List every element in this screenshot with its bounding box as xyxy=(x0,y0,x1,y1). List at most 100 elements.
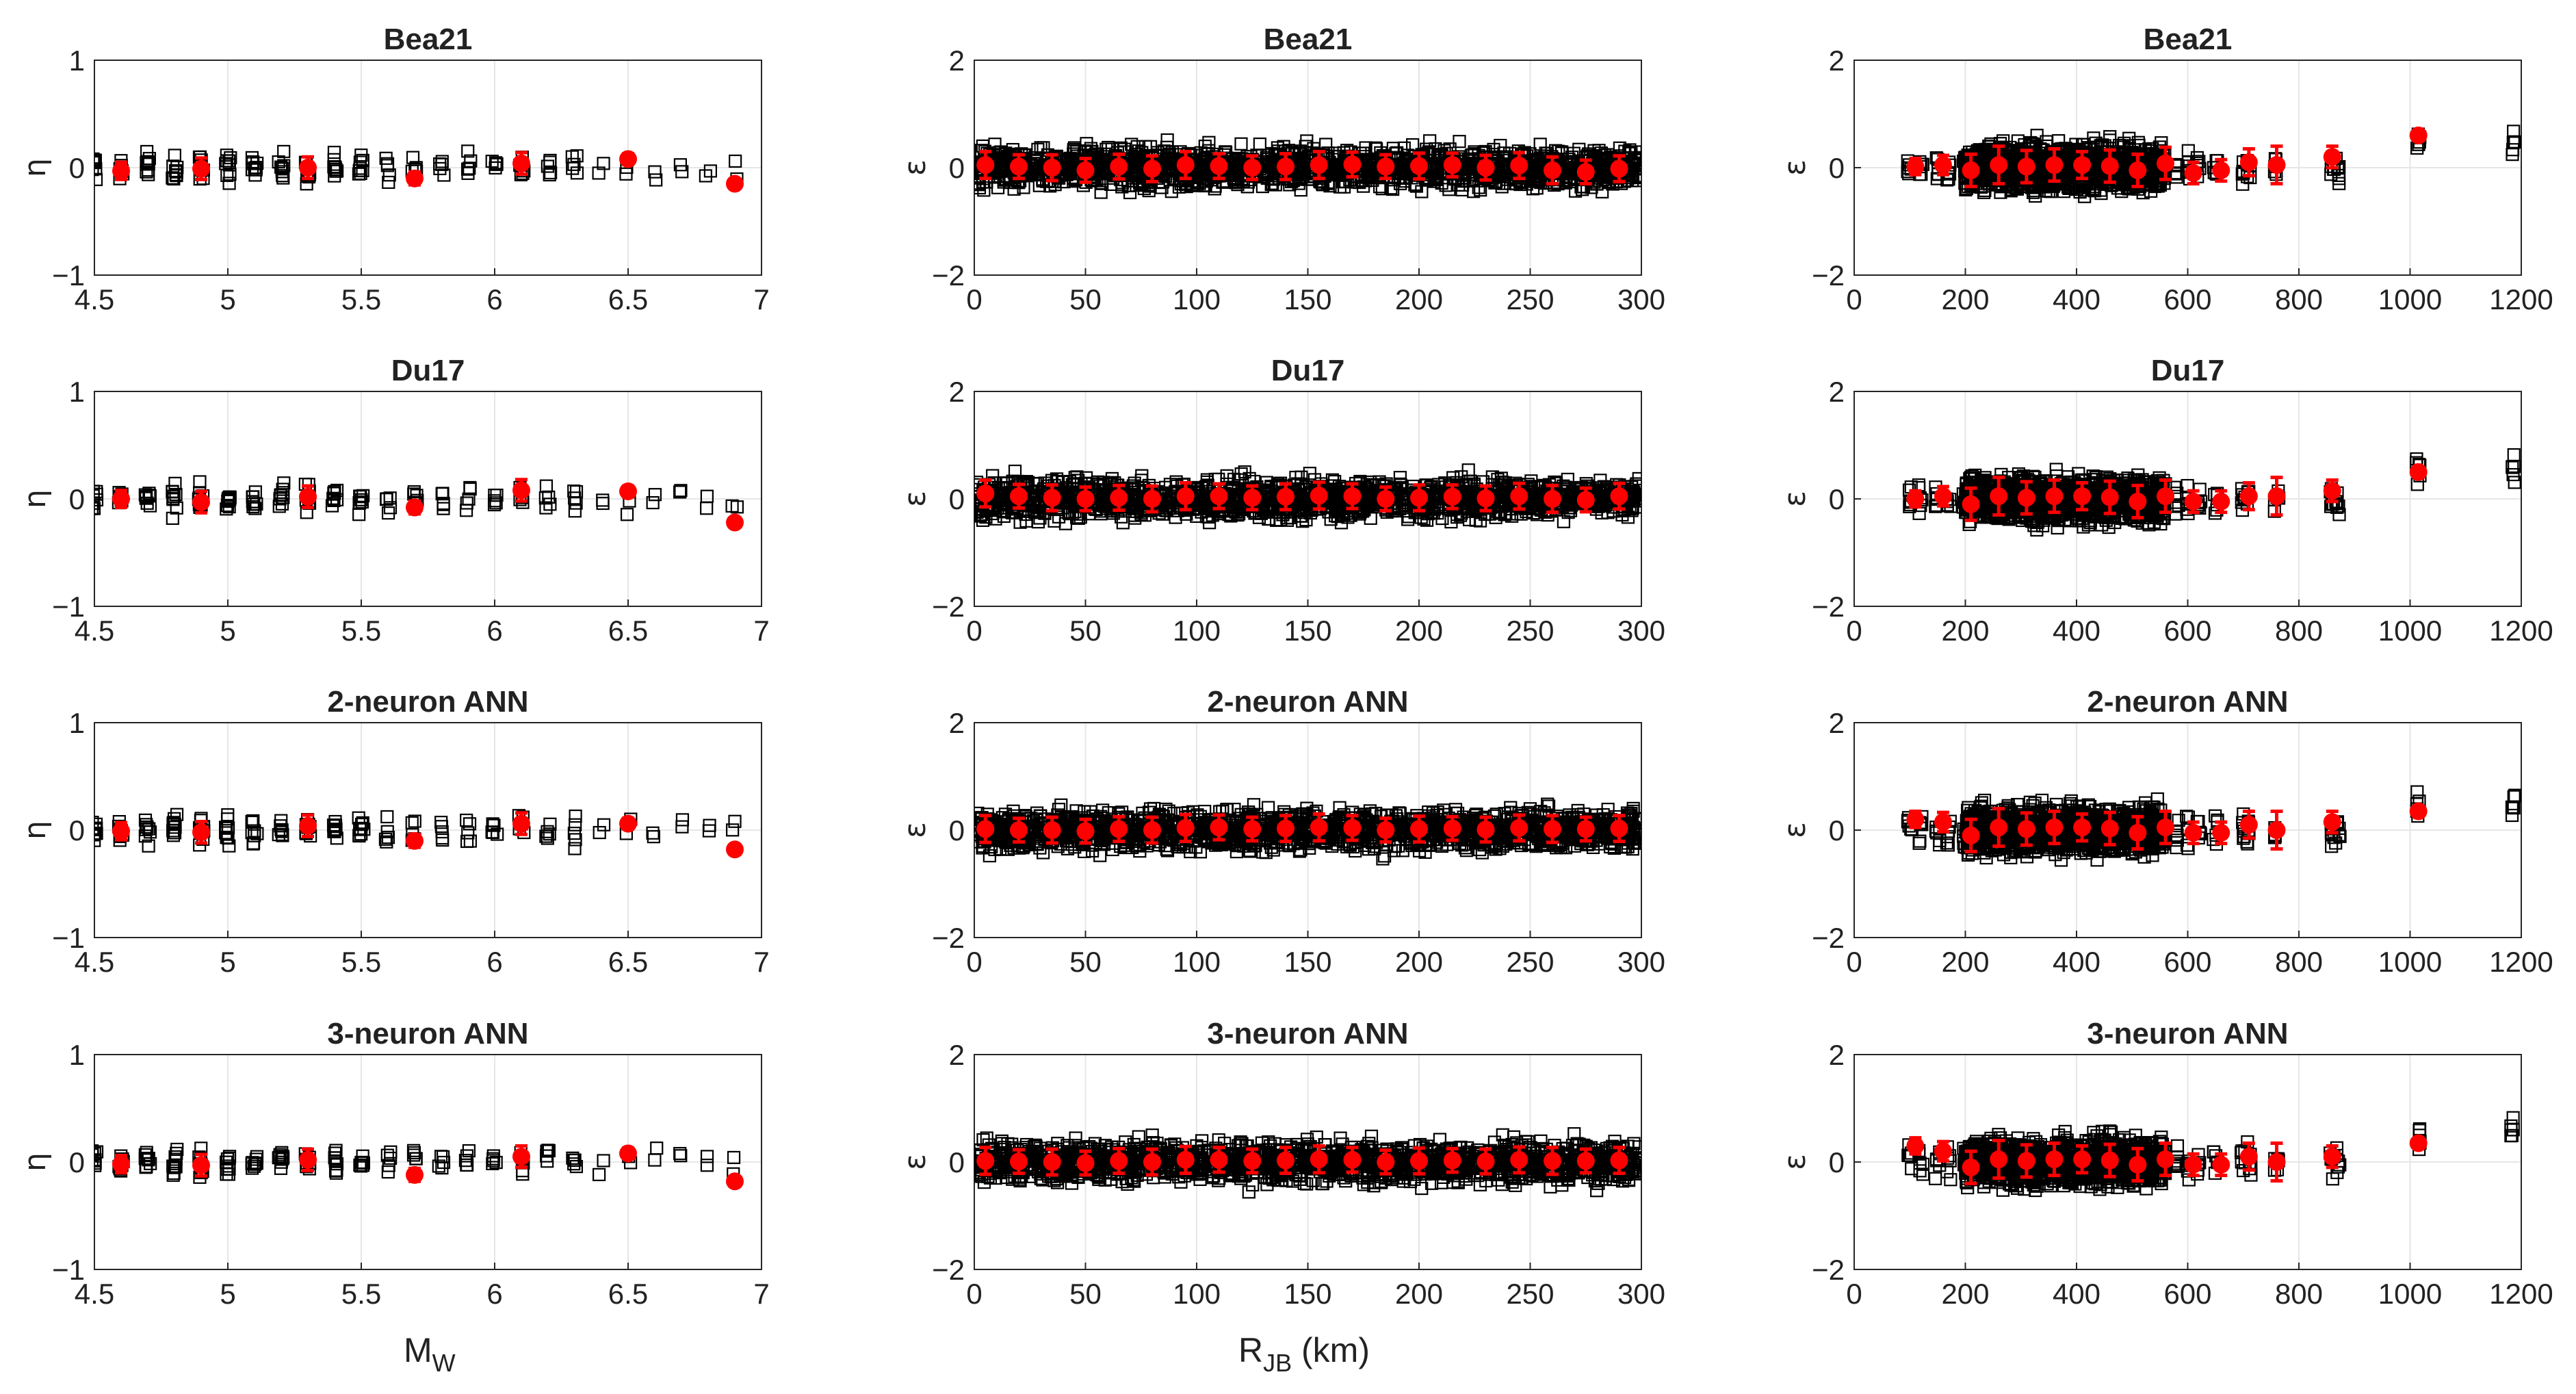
y-tick-label: 0 xyxy=(949,483,965,515)
residual-point xyxy=(567,157,581,171)
y-tick-label: −2 xyxy=(932,591,965,623)
y-axis-label: ε xyxy=(898,159,933,176)
x-tick-label: 100 xyxy=(1173,615,1221,647)
residual-point xyxy=(1497,146,1511,160)
x-tick-label: 4.5 xyxy=(75,283,114,315)
residual-point xyxy=(222,177,236,190)
residual-point xyxy=(406,151,420,164)
x-tick-label: 1200 xyxy=(2489,283,2553,315)
residual-point xyxy=(326,491,340,505)
residual-point xyxy=(673,158,688,172)
residual-point xyxy=(246,500,260,514)
residual-point xyxy=(1614,177,1628,190)
residual-point xyxy=(1071,474,1085,487)
x-tick-label: 150 xyxy=(1284,283,1331,315)
residual-point xyxy=(248,485,262,499)
residual-point xyxy=(1406,138,1420,152)
residual-point xyxy=(699,169,712,183)
y-axis-label: ε xyxy=(898,491,933,507)
residual-point xyxy=(94,163,99,177)
residual-point xyxy=(328,169,341,183)
residual-point xyxy=(1474,183,1487,197)
residual-point xyxy=(170,160,184,175)
residual-point xyxy=(222,491,235,505)
residual-point xyxy=(1455,173,1468,188)
x-tick-label: 300 xyxy=(1617,283,1665,315)
residual-point xyxy=(703,164,718,178)
residual-point xyxy=(1061,162,1075,175)
x-axis-label-rjb: RJB (km) xyxy=(1238,1331,1370,1377)
residual-point xyxy=(1427,148,1440,162)
x-tick-label: 6.5 xyxy=(608,615,648,647)
residual-point xyxy=(435,487,449,501)
residual-point xyxy=(674,484,688,498)
residual-point xyxy=(140,144,154,159)
residual-point xyxy=(1129,147,1143,162)
residual-point xyxy=(354,166,367,181)
residual-point xyxy=(488,494,502,508)
residual-point xyxy=(169,164,183,178)
x-tick-label: 600 xyxy=(2163,283,2211,315)
residual-point xyxy=(1094,185,1108,199)
residual-point xyxy=(462,492,476,506)
residual-point xyxy=(1982,168,1996,183)
residual-point xyxy=(1468,145,1481,159)
residual-point xyxy=(2332,177,2346,190)
residual-point xyxy=(1325,164,1339,178)
residual-point xyxy=(1076,179,1091,192)
residual-point xyxy=(646,495,660,510)
residual-point xyxy=(1132,166,1145,180)
residual-point xyxy=(166,511,179,525)
subplot-title: Du17 xyxy=(1271,354,1345,387)
residual-point xyxy=(1160,133,1174,147)
y-tick-label: 1 xyxy=(69,44,85,77)
residual-point xyxy=(648,165,662,179)
x-tick-label: 0 xyxy=(966,615,982,647)
residual-point xyxy=(1225,152,1239,166)
residual-point xyxy=(567,485,581,498)
x-tick-label: 200 xyxy=(1395,615,1443,647)
residual-point xyxy=(461,144,475,158)
mean-marker xyxy=(299,487,317,506)
residual-point xyxy=(543,168,556,182)
mean-marker xyxy=(512,481,530,500)
y-tick-label: −1 xyxy=(52,259,85,292)
x-tick-label: 250 xyxy=(1506,283,1554,315)
residual-point xyxy=(2150,177,2163,191)
mean-marker xyxy=(1343,155,1362,174)
residual-point xyxy=(700,489,714,503)
residual-point xyxy=(223,168,237,181)
mean-marker xyxy=(619,482,637,501)
residual-point xyxy=(220,499,234,513)
residual-point xyxy=(435,155,449,168)
y-tick-label: −2 xyxy=(1812,259,1845,292)
mean-marker xyxy=(1544,161,1561,179)
y-tick-label: 2 xyxy=(949,44,965,77)
residual-point xyxy=(1151,146,1165,159)
residual-point xyxy=(1208,182,1221,196)
x-tick-label: 800 xyxy=(2275,283,2323,315)
y-axis-label: η xyxy=(18,489,53,508)
residual-point xyxy=(94,154,101,168)
residual-point xyxy=(248,161,261,175)
mean-marker xyxy=(1143,159,1161,178)
residual-point xyxy=(382,175,395,190)
residual-point xyxy=(140,490,153,504)
residual-point xyxy=(489,496,503,510)
mean-marker xyxy=(2100,157,2119,175)
residual-point xyxy=(94,496,100,510)
x-tick-label: 5 xyxy=(220,615,235,647)
mean-marker xyxy=(2267,156,2286,175)
x-tick-label: 5.5 xyxy=(341,283,381,315)
mean-marker xyxy=(1310,156,1328,175)
residual-point xyxy=(1165,185,1178,198)
residual-point xyxy=(1238,465,1251,479)
residual-point xyxy=(675,165,689,179)
residual-point xyxy=(1190,509,1204,524)
x-tick-label: 150 xyxy=(1284,615,1331,647)
residual-point xyxy=(140,165,153,179)
residual-point xyxy=(328,485,341,498)
y-tick-label: 1 xyxy=(69,376,85,408)
residual-point xyxy=(2070,183,2084,196)
residual-point xyxy=(2006,145,2020,159)
